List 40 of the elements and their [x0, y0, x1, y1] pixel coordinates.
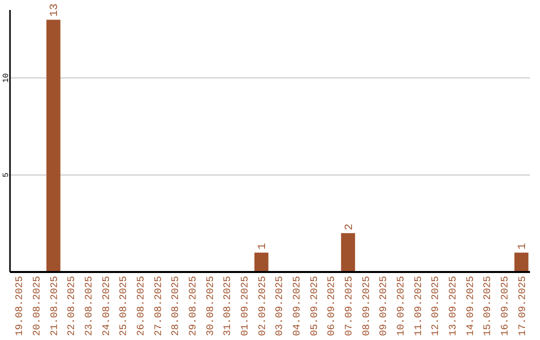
x-tick-label: 08.09.2025 — [362, 276, 373, 336]
x-tick-label: 28.08.2025 — [171, 276, 182, 336]
x-tick-label: 25.08.2025 — [119, 276, 130, 336]
bar — [514, 252, 528, 272]
x-tick-label: 30.08.2025 — [206, 276, 217, 336]
x-tick-label: 12.09.2025 — [431, 276, 442, 336]
data-label: 1 — [517, 242, 530, 250]
x-tick-label: 20.08.2025 — [32, 276, 44, 336]
x-tick-label: 14.09.2025 — [466, 276, 477, 336]
x-tick-label: 01.09.2025 — [240, 276, 252, 336]
y-tick-label: 5 — [2, 172, 11, 178]
x-tick-label: 24.08.2025 — [102, 276, 113, 336]
x-tick-label: 04.09.2025 — [292, 276, 304, 336]
data-label: 1 — [257, 242, 270, 250]
y-tick-label: 10 — [2, 72, 11, 83]
x-tick-label: 27.08.2025 — [154, 276, 165, 336]
x-tick-label: 31.08.2025 — [223, 276, 234, 336]
data-label: 13 — [49, 4, 62, 17]
x-tick-label: 03.09.2025 — [275, 276, 286, 336]
x-tick-label: 13.09.2025 — [448, 276, 460, 336]
x-tick-label: 11.09.2025 — [414, 276, 425, 336]
bar — [341, 233, 356, 272]
x-tick-label: 17.09.2025 — [518, 276, 529, 336]
x-tick-label: 22.08.2025 — [67, 276, 78, 336]
x-tick-label: 02.09.2025 — [258, 276, 269, 336]
bar — [254, 252, 268, 272]
bar — [46, 20, 60, 272]
data-label: 2 — [344, 224, 356, 230]
x-tick-label: 21.08.2025 — [50, 276, 61, 336]
x-tick-label: 19.08.2025 — [15, 276, 26, 336]
x-tick-label: 29.08.2025 — [188, 276, 200, 336]
x-tick-label: 10.09.2025 — [396, 276, 408, 336]
x-tick-label: 07.09.2025 — [344, 276, 356, 336]
x-tick-label: 15.09.2025 — [483, 276, 494, 336]
x-tick-label: 26.08.2025 — [136, 276, 148, 336]
x-tick-label: 16.09.2025 — [500, 276, 512, 336]
x-tick-label: 05.09.2025 — [310, 276, 321, 336]
x-tick-label: 09.09.2025 — [379, 276, 390, 336]
x-tick-label: 23.08.2025 — [84, 276, 96, 336]
x-tick-label: 06.09.2025 — [327, 276, 338, 336]
